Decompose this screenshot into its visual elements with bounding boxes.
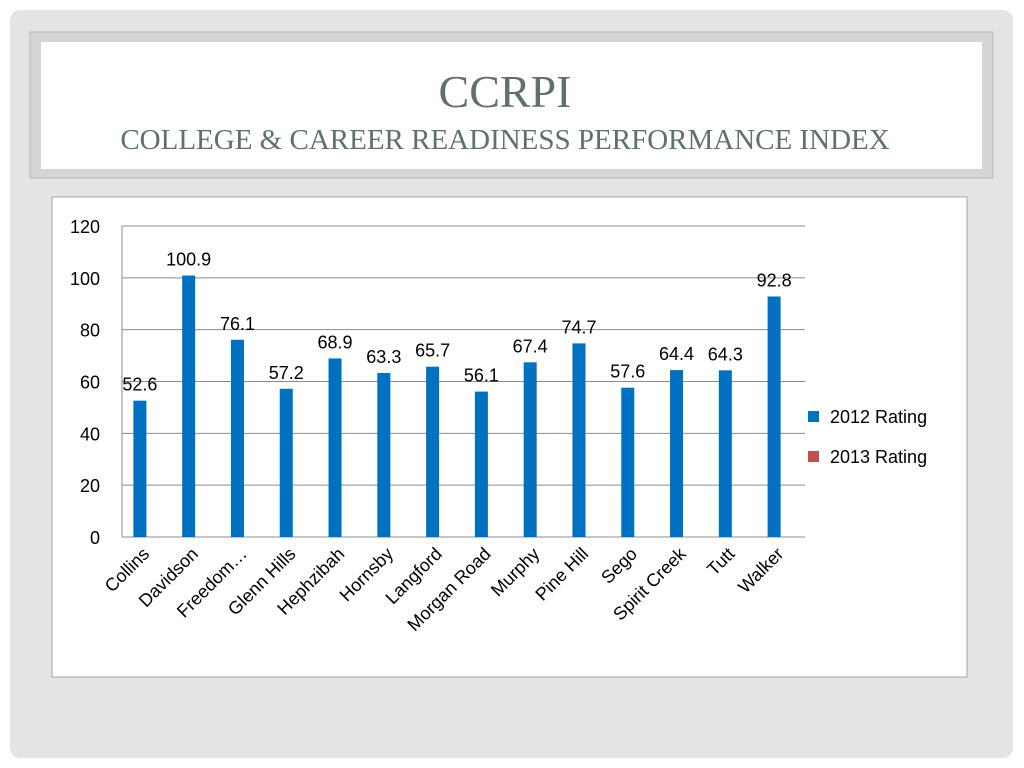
data-label: 100.9	[166, 250, 211, 270]
data-label: 76.1	[220, 314, 255, 334]
bar	[523, 362, 537, 537]
legend-label: 2012 Rating	[830, 407, 927, 427]
bar	[426, 366, 440, 537]
slide-title: CCRPI	[439, 66, 572, 117]
bar	[230, 339, 244, 537]
data-label: 57.6	[610, 362, 645, 382]
bar	[182, 275, 196, 537]
y-tick-label: 80	[80, 321, 100, 341]
bar	[718, 370, 732, 537]
bar	[572, 343, 586, 537]
legend-swatch	[808, 451, 819, 462]
data-label: 56.1	[464, 366, 499, 386]
slide-subtitle: COLLEGE & CAREER READINESS PERFORMANCE I…	[120, 124, 889, 156]
y-tick-label: 40	[80, 424, 100, 444]
data-label: 92.8	[757, 270, 792, 290]
y-tick-label: 120	[70, 217, 100, 237]
data-label: 52.6	[122, 375, 157, 395]
data-label: 57.2	[269, 363, 304, 383]
bar	[474, 391, 488, 537]
bar	[670, 370, 684, 537]
data-label: 63.3	[366, 347, 401, 367]
chart-box	[51, 196, 968, 678]
y-tick-label: 20	[80, 476, 100, 496]
data-label: 74.7	[561, 317, 596, 337]
legend-label: 2013 Rating	[830, 447, 927, 467]
y-tick-label: 60	[80, 373, 100, 393]
bar	[328, 358, 342, 537]
y-tick-label: 100	[70, 269, 100, 289]
bar	[133, 400, 147, 537]
y-tick-label: 0	[90, 528, 100, 548]
bar	[767, 296, 781, 537]
data-label: 67.4	[513, 336, 548, 356]
data-label: 68.9	[318, 332, 353, 352]
legend-swatch	[808, 411, 819, 422]
bar	[377, 372, 391, 537]
bar	[621, 387, 635, 537]
data-label: 64.3	[708, 344, 743, 364]
data-label: 64.4	[659, 344, 694, 364]
title-box	[41, 42, 982, 169]
data-label: 65.7	[415, 341, 450, 361]
bar	[279, 388, 293, 537]
